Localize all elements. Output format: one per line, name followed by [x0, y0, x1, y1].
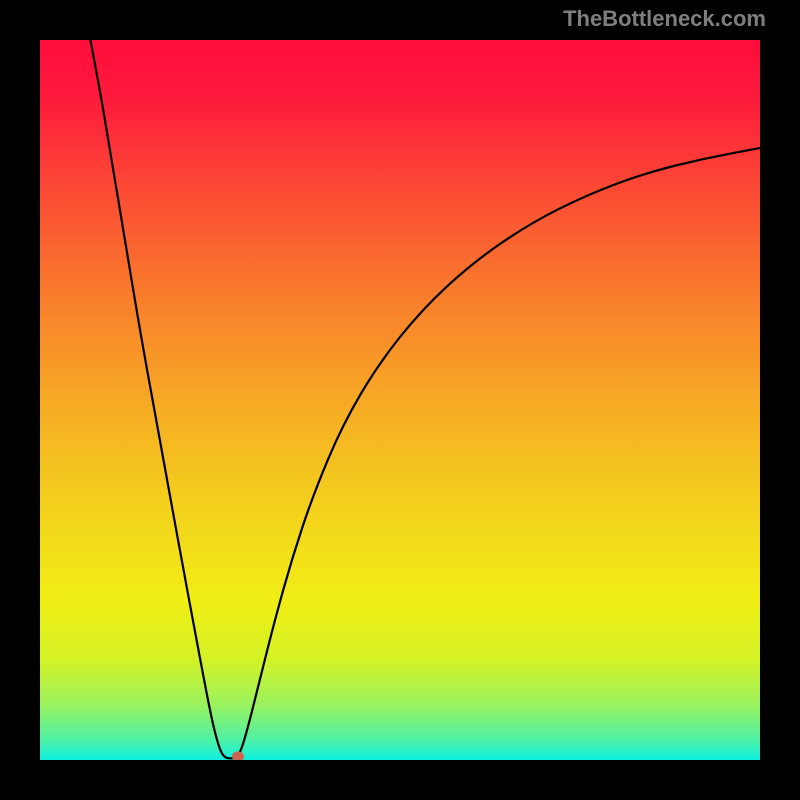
minimum-marker	[232, 751, 244, 761]
plot-background	[40, 40, 760, 760]
chart-container: TheBottleneck.com	[0, 0, 800, 800]
chart-svg	[0, 0, 800, 800]
